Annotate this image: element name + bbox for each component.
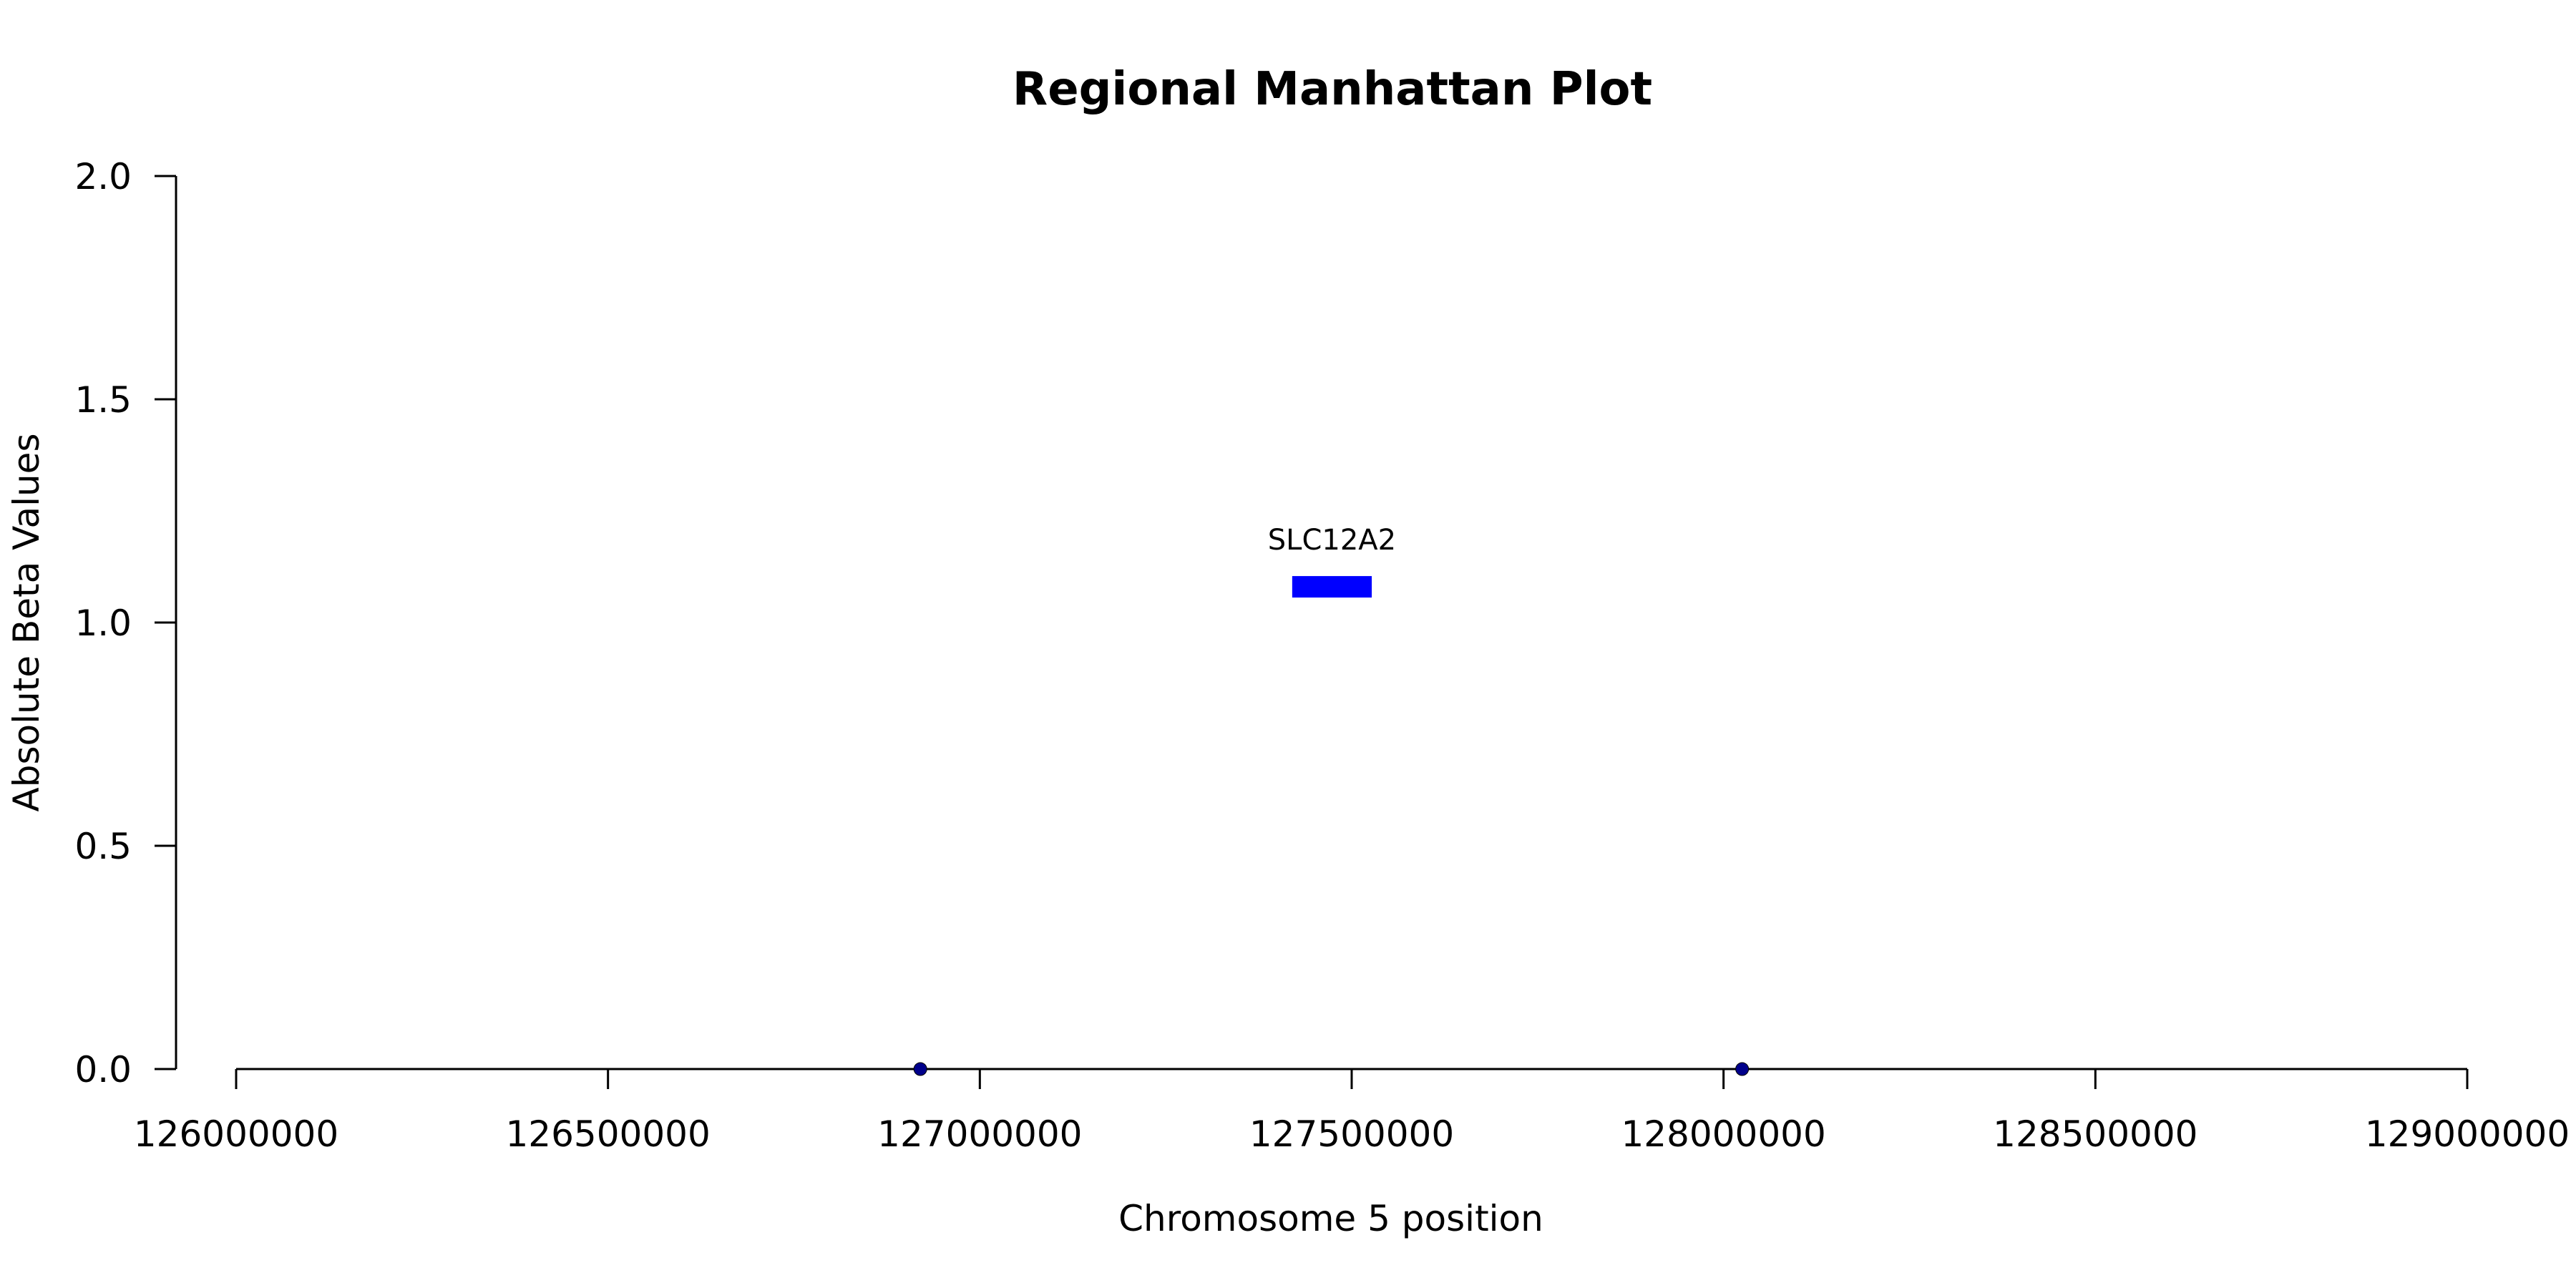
chart-title: Regional Manhattan Plot (1013, 63, 1652, 116)
x-tick-label: 128000000 (1621, 1113, 1826, 1155)
plot-area: SLC12A2 (913, 524, 1750, 1076)
data-point (1735, 1062, 1750, 1076)
data-point (913, 1062, 927, 1076)
y-tick-label: 2.0 (74, 156, 132, 197)
x-tick-label: 127500000 (1249, 1113, 1454, 1155)
gene-label: SLC12A2 (1268, 524, 1396, 557)
x-tick-label: 129000000 (2365, 1113, 2570, 1155)
x-tick-label: 126500000 (506, 1113, 711, 1155)
y-tick-label: 0.0 (74, 1049, 132, 1091)
x-tick-label: 127000000 (877, 1113, 1082, 1155)
x-axis: 126000000 126500000 127000000 127500000 1280… (134, 1068, 2570, 1155)
x-axis-label: Chromosome 5 position (1118, 1198, 1543, 1239)
gene-bar (1292, 576, 1372, 598)
y-tick-label: 1.5 (74, 379, 132, 421)
y-axis: 0.0 0.5 1.0 1.5 2.0 (74, 156, 177, 1091)
y-tick-label: 0.5 (74, 826, 132, 867)
y-tick-label: 1.0 (74, 602, 132, 644)
x-tick-label: 126000000 (134, 1113, 338, 1155)
y-axis-label: Absolute Beta Values (6, 434, 47, 812)
x-tick-label: 128500000 (1993, 1113, 2197, 1155)
